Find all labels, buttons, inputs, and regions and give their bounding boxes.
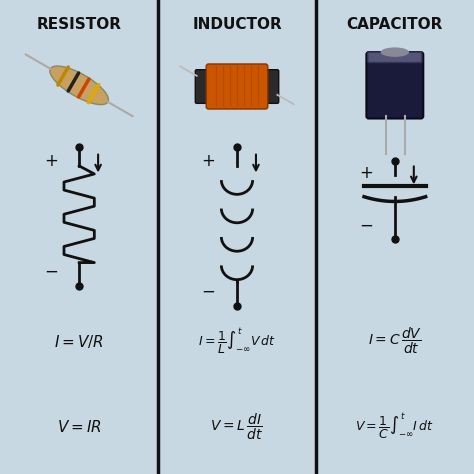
Text: $V = \dfrac{1}{C}\int_{-\infty}^{t} I\,dt$: $V = \dfrac{1}{C}\int_{-\infty}^{t} I\,d… — [356, 412, 434, 441]
Text: +: + — [359, 164, 374, 182]
Text: $V = IR$: $V = IR$ — [57, 419, 101, 435]
Text: −: − — [44, 263, 58, 281]
Ellipse shape — [50, 66, 109, 105]
FancyBboxPatch shape — [206, 64, 268, 109]
Text: RESISTOR: RESISTOR — [36, 17, 122, 32]
FancyBboxPatch shape — [366, 52, 423, 118]
Text: −: − — [201, 283, 216, 301]
Text: INDUCTOR: INDUCTOR — [192, 17, 282, 32]
Text: −: − — [359, 216, 374, 234]
Ellipse shape — [381, 47, 409, 57]
FancyBboxPatch shape — [368, 52, 422, 63]
FancyBboxPatch shape — [264, 70, 279, 103]
Text: $V = L\,\dfrac{dI}{dt}$: $V = L\,\dfrac{dI}{dt}$ — [210, 411, 264, 442]
Text: CAPACITOR: CAPACITOR — [346, 17, 443, 32]
Text: $I = V/R$: $I = V/R$ — [55, 333, 104, 350]
Text: $I = \dfrac{1}{L}\int_{-\infty}^{t} V\,dt$: $I = \dfrac{1}{L}\int_{-\infty}^{t} V\,d… — [198, 327, 276, 356]
FancyBboxPatch shape — [195, 70, 210, 103]
Text: +: + — [201, 152, 216, 170]
Text: +: + — [44, 152, 58, 170]
Text: $I = C\,\dfrac{dV}{dt}$: $I = C\,\dfrac{dV}{dt}$ — [368, 326, 422, 356]
